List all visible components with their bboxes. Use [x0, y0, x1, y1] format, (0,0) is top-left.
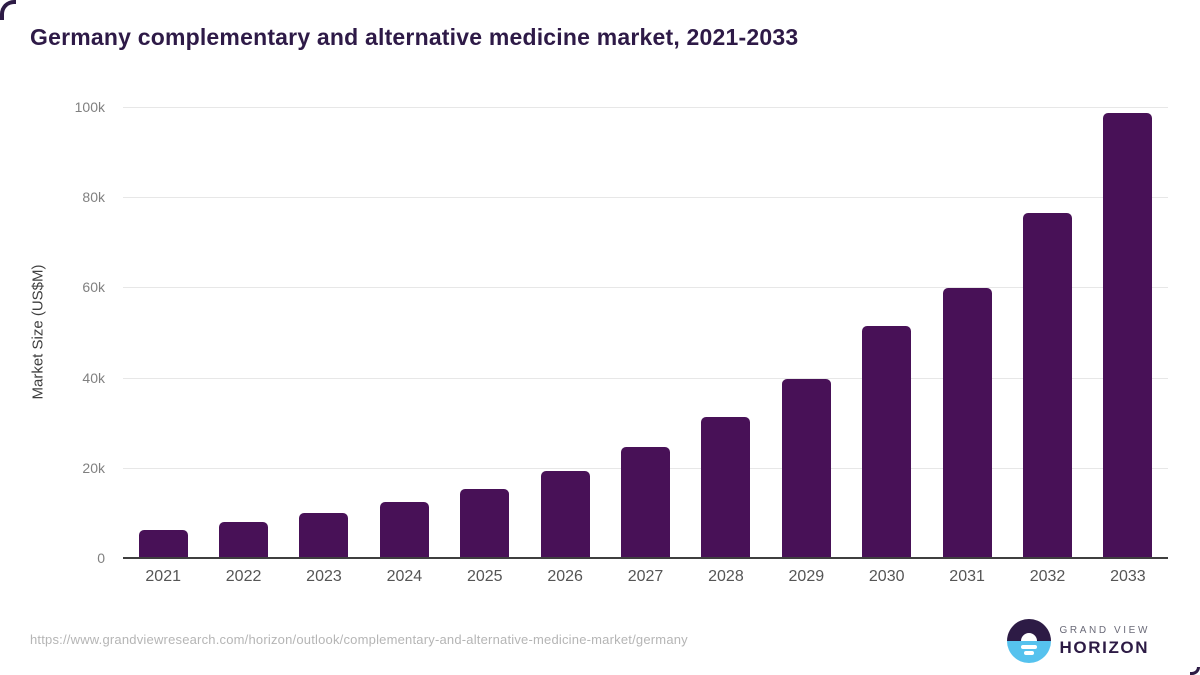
bar-slot-2027 [605, 107, 685, 558]
x-tick-2026: 2026 [547, 568, 583, 585]
x-tick-2033: 2033 [1110, 568, 1146, 585]
logo-reflection-line-2 [1023, 651, 1034, 655]
x-tick-2021: 2021 [145, 568, 181, 585]
y-axis-tick-labels: 0 20k 40k 60k 80k 100k [0, 99, 105, 566]
y-tick-60k: 60k [82, 279, 105, 296]
horizon-sun-icon [1006, 619, 1051, 663]
gridline-60k [123, 287, 1168, 289]
bar-slot-2026 [525, 107, 605, 558]
x-tick-2032: 2032 [1029, 568, 1066, 585]
source-url: https://www.grandviewresearch.com/horizo… [30, 632, 688, 647]
gridline-100k [123, 107, 1168, 108]
bar-2031 [942, 288, 992, 558]
x-tick-2024: 2024 [386, 568, 423, 585]
logo-wordmark: GRAND VIEW HORIZON [1059, 625, 1150, 657]
bar-slot-2024 [364, 107, 444, 558]
x-tick-2027: 2027 [627, 568, 664, 585]
logo-sun-arch-shape [1020, 633, 1037, 641]
bar-slot-2033 [1088, 107, 1168, 558]
x-axis-tick-labels: 2021 2022 2023 2024 2025 2026 2027 2028 2029 2030… [123, 568, 1168, 586]
bar-2024 [379, 502, 429, 558]
x-tick-2022: 2022 [225, 568, 262, 585]
bar-2026 [540, 470, 590, 558]
bar-2033 [1103, 112, 1153, 558]
bar-slot-2028 [686, 107, 766, 558]
gridline-80k [123, 197, 1168, 199]
y-tick-40k: 40k [82, 369, 105, 386]
bar-2030 [862, 326, 912, 558]
logo-sky-shape [1006, 619, 1051, 641]
bar-slot-2023 [284, 107, 364, 558]
bar-slot-2031 [927, 107, 1007, 558]
bar-2023 [299, 513, 349, 558]
x-tick-2030: 2030 [868, 568, 905, 585]
bar-2027 [621, 447, 671, 558]
rounded-corner-decoration-tl [0, 0, 16, 20]
y-tick-0: 0 [97, 550, 105, 566]
bar-2022 [219, 522, 269, 558]
chart-title: Germany complementary and alternative me… [30, 24, 799, 50]
bar-slot-2021 [123, 107, 203, 558]
bar-2032 [1022, 212, 1072, 558]
bar-slot-2030 [847, 107, 927, 558]
bar-slot-2022 [203, 107, 283, 558]
y-tick-20k: 20k [82, 459, 105, 476]
bar-2029 [781, 378, 831, 558]
x-tick-2031: 2031 [949, 568, 985, 585]
y-tick-100k: 100k [74, 99, 105, 115]
x-tick-2028: 2028 [708, 568, 744, 585]
rounded-corner-decoration-br [1190, 667, 1200, 675]
x-axis-line [123, 557, 1168, 559]
bar-slot-2029 [766, 107, 846, 558]
logo-text-grand-view: GRAND VIEW [1059, 625, 1150, 636]
bar-2028 [701, 416, 751, 558]
logo-text-horizon: HORIZON [1059, 638, 1150, 657]
bar-slot-2025 [445, 107, 525, 558]
y-tick-80k: 80k [82, 189, 105, 206]
bar-2021 [138, 529, 188, 558]
bar-slot-2032 [1007, 107, 1087, 558]
x-tick-2025: 2025 [466, 568, 503, 585]
bar-2025 [460, 488, 510, 558]
bar-series [123, 107, 1168, 558]
grand-view-horizon-logo: GRAND VIEW HORIZON [1006, 619, 1150, 663]
x-tick-2023: 2023 [306, 568, 342, 585]
gridline-40k [123, 377, 1168, 379]
logo-reflection-line-1 [1020, 645, 1037, 649]
plot-area [123, 107, 1168, 559]
x-tick-2029: 2029 [788, 568, 825, 585]
